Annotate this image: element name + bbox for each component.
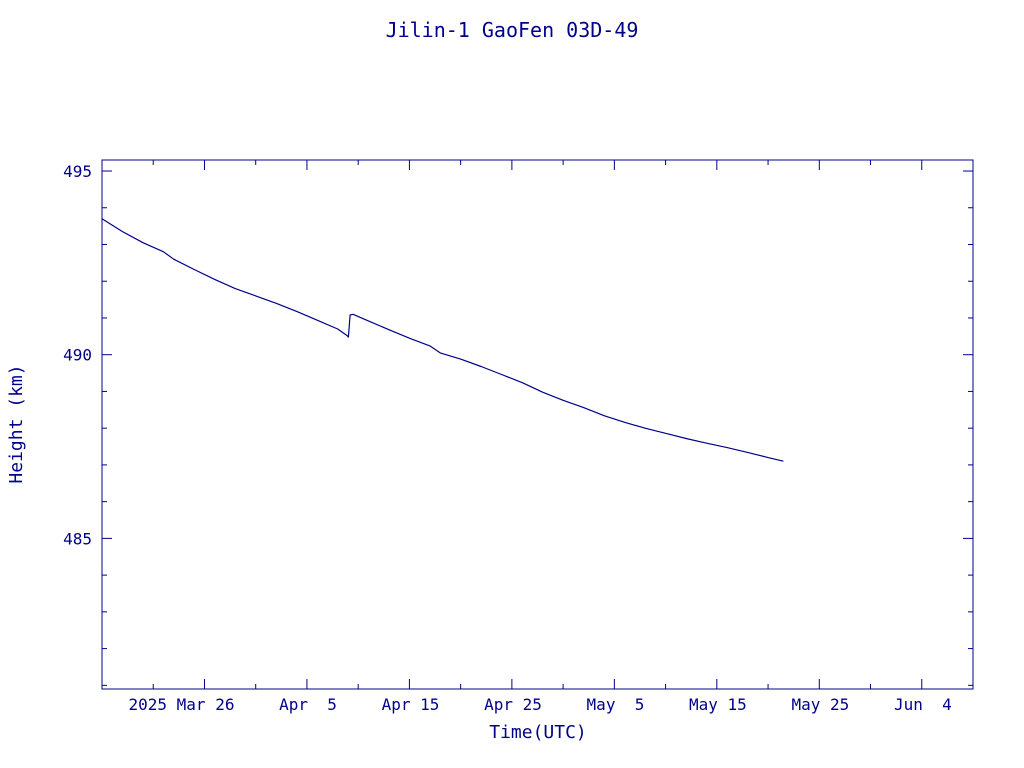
x-tick-label: May 5 (587, 695, 645, 714)
x-tick-label: May 25 (791, 695, 849, 714)
x-tick-label: 2025 Mar 26 (129, 695, 235, 714)
x-axis-label: Time(UTC) (489, 722, 587, 743)
y-tick-label: 495 (63, 162, 92, 181)
chart-title: Jilin-1 GaoFen 03D-49 (386, 18, 639, 42)
y-axis: 485 490 495 (63, 162, 973, 686)
x-tick-label: Apr 5 (279, 695, 337, 714)
x-tick-label: May 15 (689, 695, 747, 714)
height-series-line (101, 218, 784, 462)
x-tick-label: Apr 15 (382, 695, 440, 714)
y-tick-label: 485 (63, 529, 92, 548)
x-axis: 2025 Mar 26 Apr 5 Apr 15 Apr 25 May 5 May 15 M… (129, 160, 952, 714)
y-tick-label: 490 (63, 346, 92, 365)
x-tick-label: Apr 25 (484, 695, 542, 714)
x-tick-label: Jun 4 (894, 695, 952, 714)
y-axis-label: Height (km) (6, 364, 27, 483)
plot-frame (101, 159, 974, 690)
